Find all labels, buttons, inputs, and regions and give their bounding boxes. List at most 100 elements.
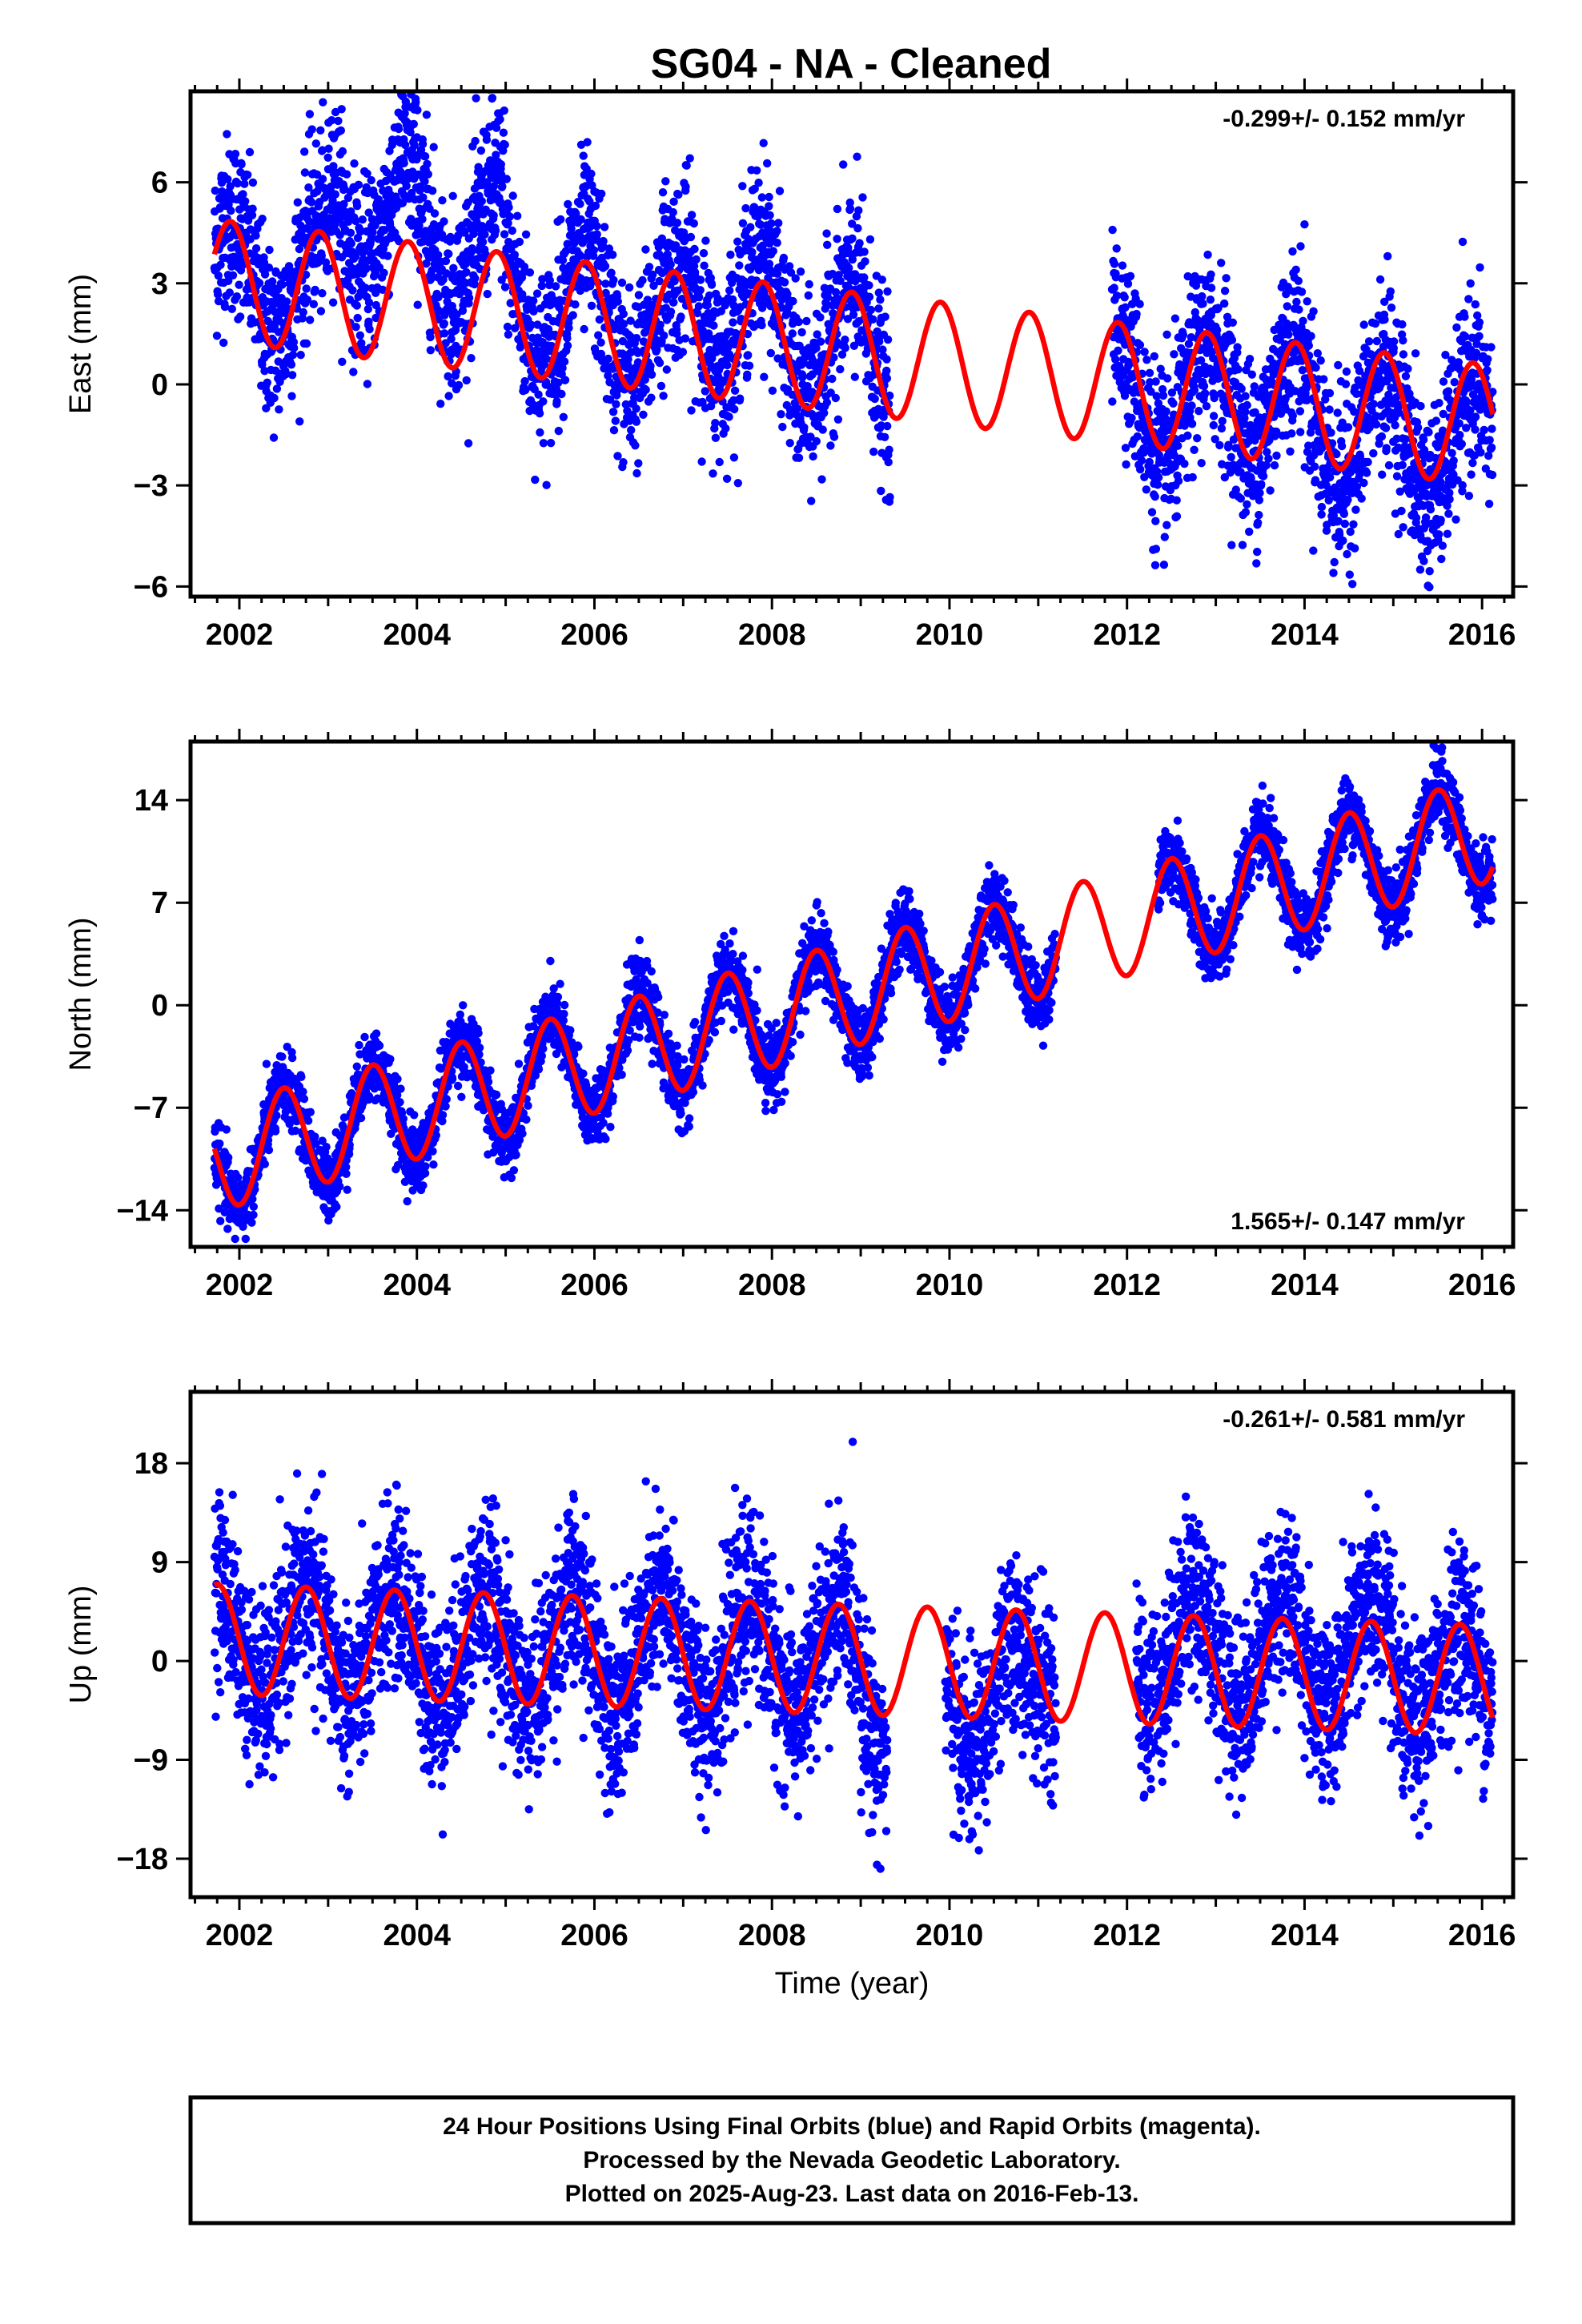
data-point <box>537 281 546 291</box>
data-point <box>290 344 299 352</box>
data-point <box>1295 407 1305 416</box>
data-point <box>1480 425 1488 435</box>
data-point <box>711 419 720 428</box>
data-point <box>407 215 416 223</box>
data-point <box>1202 402 1211 411</box>
data-point <box>1389 337 1399 346</box>
data-point <box>258 360 267 369</box>
data-point <box>689 262 699 271</box>
data-point <box>793 404 802 413</box>
data-point <box>1392 472 1402 480</box>
data-point <box>1450 378 1459 387</box>
data-point <box>1250 382 1259 391</box>
data-point <box>295 417 304 426</box>
data-point <box>247 211 257 219</box>
data-point <box>841 336 849 344</box>
data-point <box>1436 516 1445 525</box>
data-point <box>249 1202 258 1212</box>
data-point <box>596 338 605 347</box>
data-point <box>1163 374 1172 383</box>
data-point <box>1147 508 1157 517</box>
data-point <box>1341 380 1351 388</box>
data-point <box>496 160 505 169</box>
data-point <box>1369 400 1378 408</box>
data-point <box>214 290 223 299</box>
data-point <box>1126 271 1135 280</box>
data-point <box>554 378 563 388</box>
data-point <box>1313 349 1323 358</box>
data-point <box>483 289 492 299</box>
data-point <box>1383 251 1392 261</box>
data-point <box>621 400 630 409</box>
data-point <box>1488 424 1496 433</box>
data-point <box>1255 489 1264 497</box>
data-point <box>327 182 335 191</box>
data-point <box>780 278 789 287</box>
data-point <box>1241 392 1250 400</box>
data-point <box>1110 259 1119 268</box>
data-point <box>1399 336 1407 345</box>
data-point <box>756 220 765 229</box>
data-point <box>589 246 598 255</box>
data-point <box>258 215 267 223</box>
data-point <box>648 270 657 279</box>
data-point <box>773 227 781 235</box>
data-point <box>1457 440 1467 448</box>
data-point <box>1339 509 1349 518</box>
data-point <box>556 215 565 224</box>
data-point <box>353 313 362 323</box>
data-point <box>883 421 892 431</box>
data-point <box>358 215 367 224</box>
data-point <box>1476 263 1484 272</box>
data-point <box>694 302 704 311</box>
data-point <box>326 70 334 78</box>
data-point <box>874 304 883 313</box>
data-point <box>225 288 234 297</box>
data-point <box>757 320 766 330</box>
data-point <box>869 447 878 456</box>
data-point <box>874 288 884 297</box>
y-tick-label: 0 <box>151 368 168 402</box>
data-point <box>721 424 730 433</box>
data-point <box>444 249 453 259</box>
data-point <box>769 247 777 255</box>
data-point <box>860 247 869 256</box>
data-point <box>564 199 572 209</box>
data-point <box>1378 470 1387 479</box>
data-point <box>591 201 600 211</box>
y-axis-label: East (mm) <box>64 274 98 414</box>
data-point <box>378 285 387 294</box>
data-point <box>743 370 752 379</box>
data-point <box>498 182 507 191</box>
data-point <box>269 433 279 442</box>
data-point <box>1309 307 1318 316</box>
data-point <box>363 380 372 388</box>
data-point <box>323 153 332 162</box>
data-point <box>508 191 517 200</box>
data-point <box>1127 413 1136 423</box>
data-point <box>247 1218 256 1227</box>
data-point <box>500 106 508 115</box>
data-point <box>1151 517 1160 525</box>
data-point <box>322 1143 331 1152</box>
data-point <box>669 197 678 206</box>
data-point <box>532 289 542 298</box>
data-point <box>619 320 628 328</box>
data-point <box>349 368 358 376</box>
data-point <box>1325 405 1334 414</box>
data-point <box>638 275 647 285</box>
data-point <box>1380 315 1389 324</box>
data-point <box>1272 451 1281 460</box>
data-point <box>560 357 569 366</box>
data-point <box>492 151 500 159</box>
data-point <box>241 1234 250 1244</box>
data-point <box>1212 325 1222 335</box>
data-point <box>1466 279 1475 288</box>
data-point <box>1142 485 1151 494</box>
data-point <box>816 337 825 346</box>
data-point <box>1297 287 1307 296</box>
data-point <box>1419 557 1428 565</box>
data-point <box>1488 470 1497 480</box>
data-point <box>364 317 373 326</box>
data-point <box>239 190 247 199</box>
